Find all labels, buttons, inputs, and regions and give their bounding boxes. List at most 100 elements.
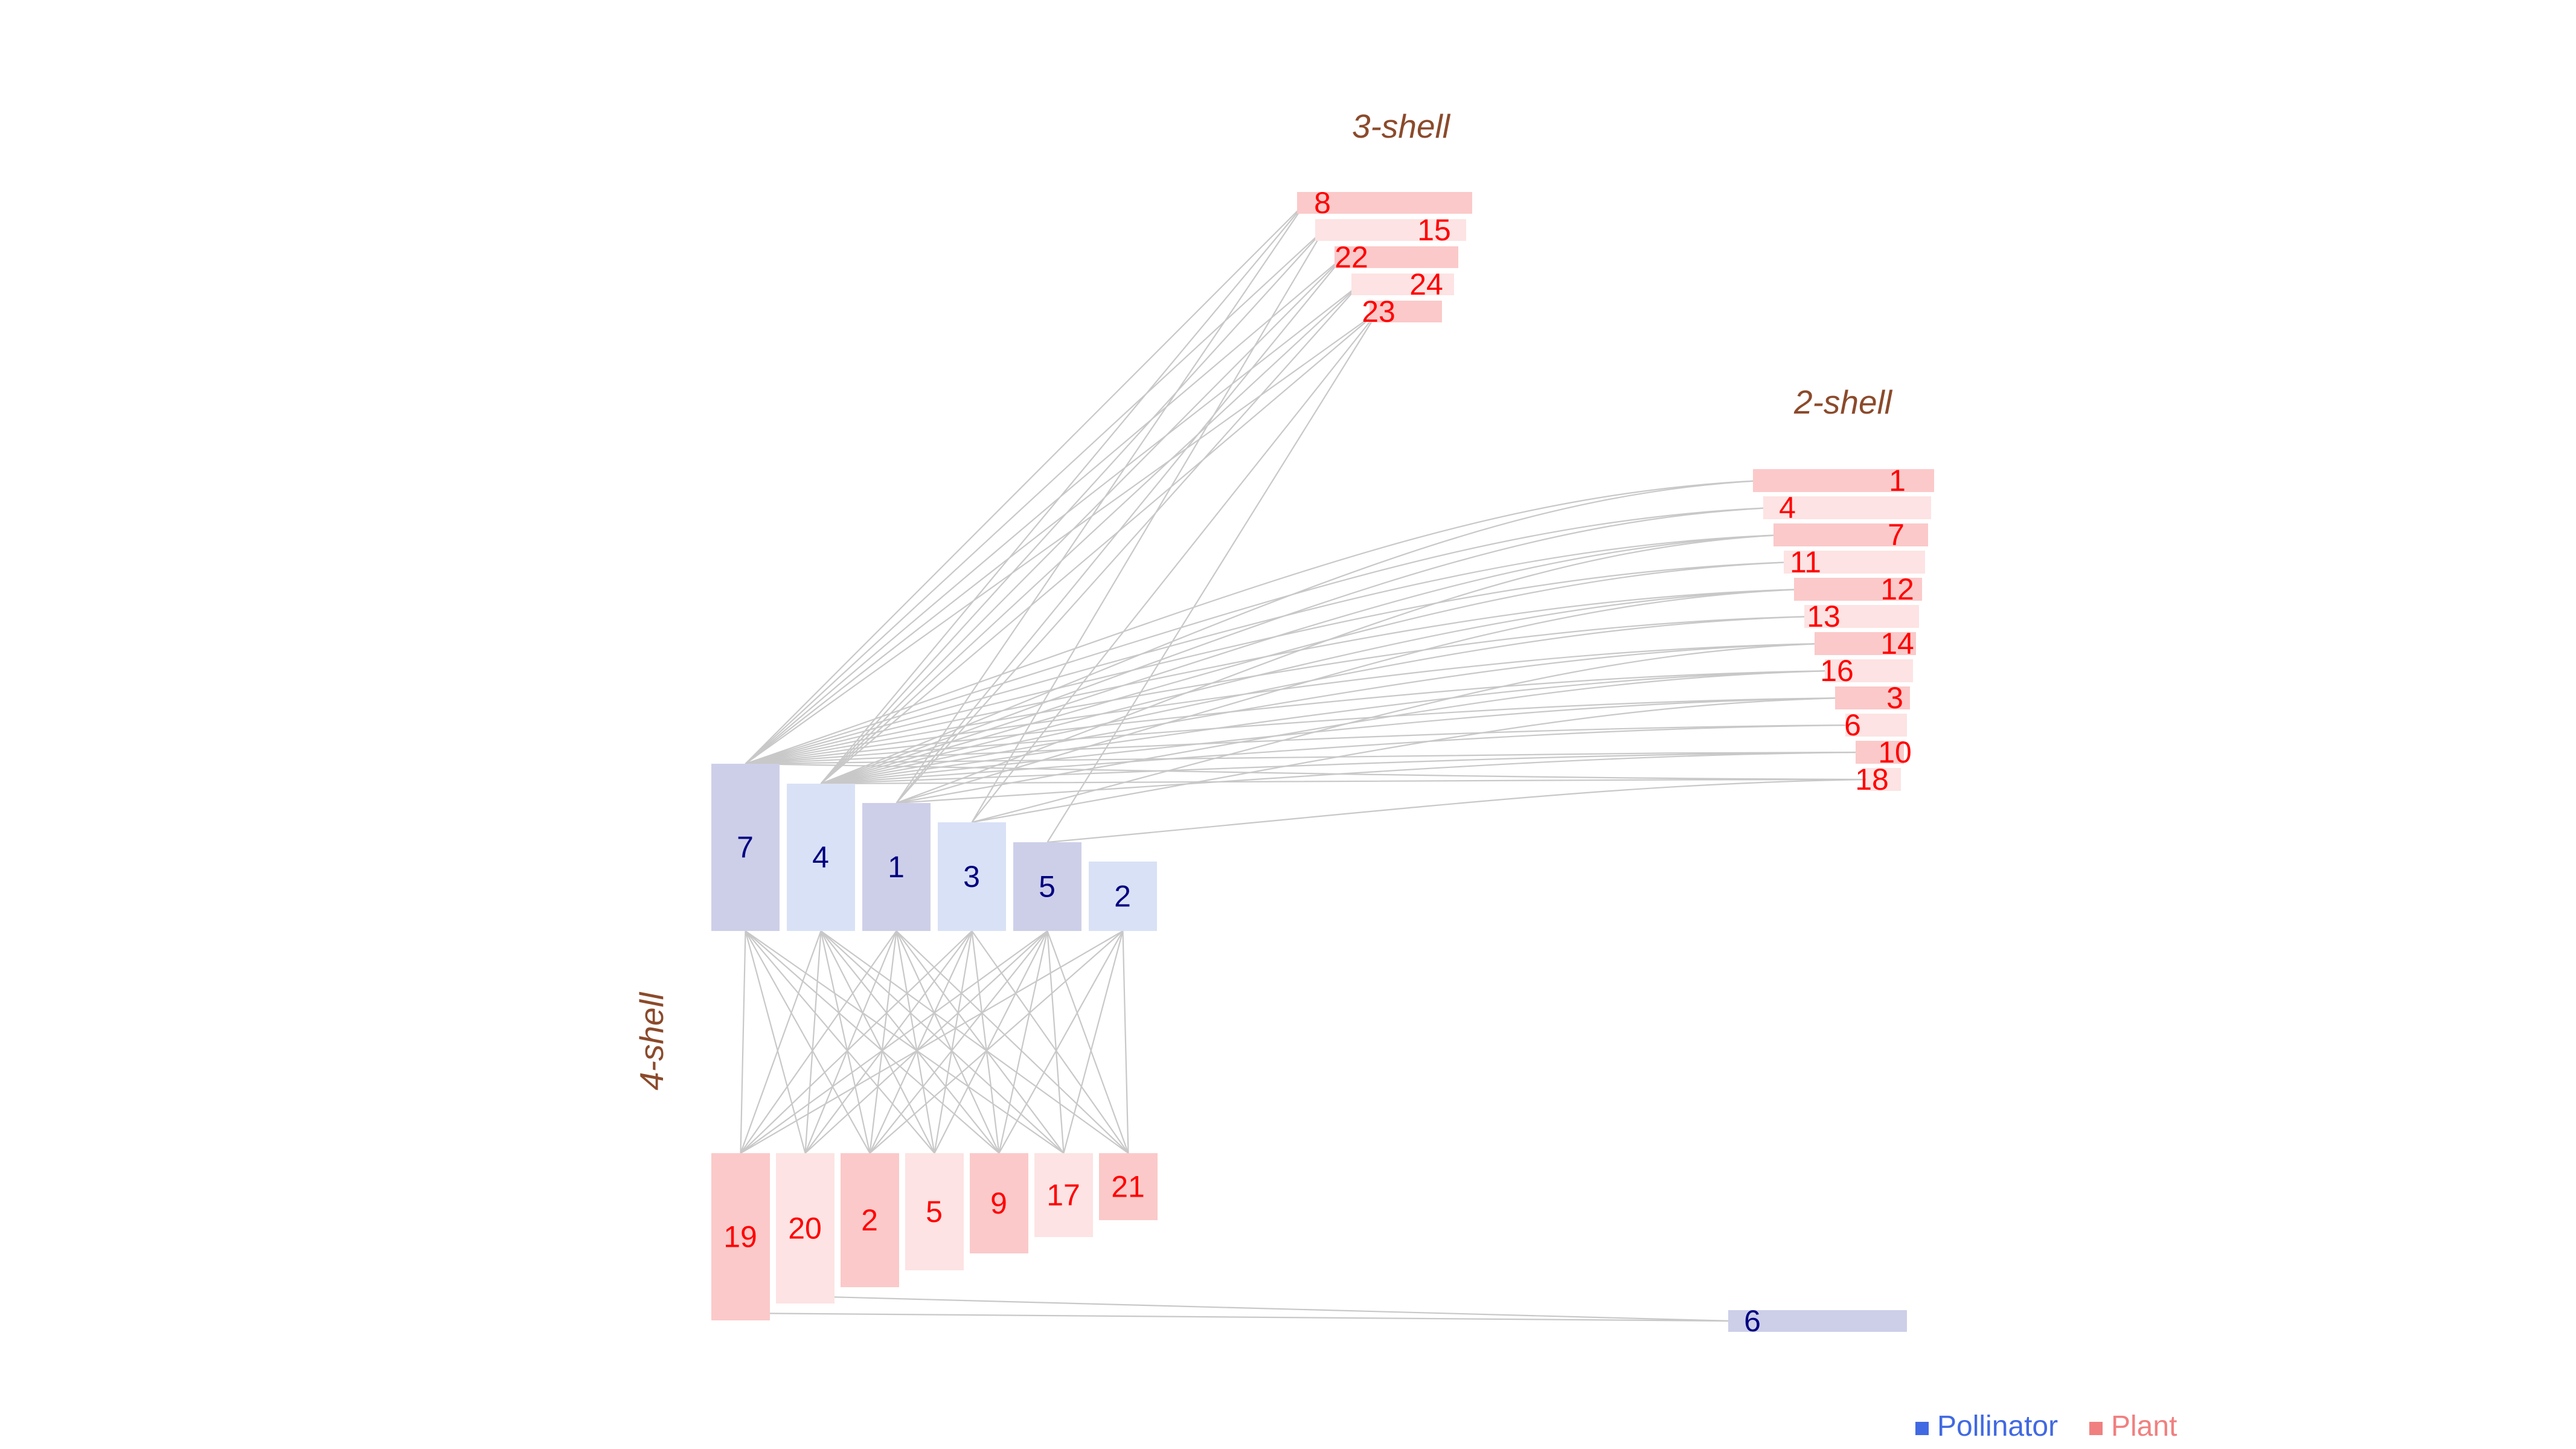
interaction-link xyxy=(1046,311,1379,843)
interaction-link xyxy=(821,588,1803,785)
node-s2_18: 18 xyxy=(1855,763,1901,796)
node-p1-box xyxy=(862,803,931,931)
interaction-link xyxy=(745,670,1834,765)
interaction-link xyxy=(820,229,1324,784)
node-c19: 19 xyxy=(711,1153,770,1320)
interaction-link xyxy=(745,561,1793,765)
node-s2_4-label: 4 xyxy=(1779,491,1796,525)
interaction-link xyxy=(821,670,1834,785)
node-p1: 1 xyxy=(862,803,931,931)
shell-label-4: 4-shell xyxy=(633,991,670,1090)
node-c20-box xyxy=(776,1153,835,1303)
legend-pollinator-swatch xyxy=(1915,1422,1929,1435)
node-s2_13-label: 13 xyxy=(1807,600,1841,633)
interaction-link xyxy=(804,930,897,1154)
interaction-link xyxy=(896,930,935,1154)
interaction-link xyxy=(820,930,1000,1154)
node-s2_18-box xyxy=(1866,768,1901,791)
node-t6-label: 6 xyxy=(1744,1304,1761,1338)
node-p3: 3 xyxy=(938,822,1006,931)
interaction-link xyxy=(1063,930,1124,1154)
interaction-link xyxy=(745,229,1324,764)
interaction-link xyxy=(820,257,1344,784)
node-p7-label: 7 xyxy=(737,831,754,865)
node-s2_4-box xyxy=(1763,496,1931,519)
network-nodes: 7 4 1 3 5 219 20 2 5 9 17 2181522242314711121314163… xyxy=(711,186,1934,1338)
node-s2_12: 12 xyxy=(1794,572,1922,606)
node-p5-label: 5 xyxy=(1039,870,1056,904)
interaction-link xyxy=(745,697,1844,765)
interaction-link xyxy=(745,930,1065,1154)
node-p3-label: 3 xyxy=(963,860,980,894)
interaction-link xyxy=(896,930,1065,1154)
node-s3_8-box xyxy=(1297,192,1472,214)
node-c17-label: 17 xyxy=(1046,1179,1080,1212)
node-c5: 5 xyxy=(905,1153,964,1270)
node-s2_16: 16 xyxy=(1820,654,1913,688)
interaction-link xyxy=(745,930,871,1154)
node-c9: 9 xyxy=(970,1153,1028,1253)
node-s2_13-box xyxy=(1804,605,1919,628)
interaction-link xyxy=(745,257,1344,764)
interaction-link xyxy=(740,930,1124,1154)
legend-pollinator-label: Pollinator xyxy=(1937,1410,2058,1442)
node-c5-label: 5 xyxy=(926,1195,943,1229)
interaction-link xyxy=(869,930,1124,1154)
node-p2: 2 xyxy=(1089,862,1157,931)
interaction-link xyxy=(820,930,1129,1154)
node-s3_22: 22 xyxy=(1334,240,1458,274)
interaction-link xyxy=(896,930,1000,1154)
node-c19-box xyxy=(711,1153,770,1320)
node-c5-box xyxy=(905,1153,964,1270)
node-c21-box xyxy=(1099,1153,1158,1220)
interaction-link xyxy=(745,507,1772,765)
node-p7: 7 xyxy=(711,764,780,931)
node-s2_3-label: 3 xyxy=(1886,681,1903,715)
interaction-link xyxy=(745,588,1803,765)
node-s2_10: 10 xyxy=(1856,735,1912,769)
interaction-link xyxy=(820,930,1065,1154)
interaction-link xyxy=(745,724,1854,765)
node-s2_12-box xyxy=(1794,578,1922,601)
node-c21-label: 21 xyxy=(1111,1170,1145,1204)
interaction-link xyxy=(1046,930,1129,1154)
node-s3_22-box xyxy=(1334,246,1458,268)
interaction-link xyxy=(896,670,1834,804)
node-s3_22-label: 22 xyxy=(1334,240,1368,274)
node-p4: 4 xyxy=(787,784,855,931)
interaction-link xyxy=(821,697,1844,785)
node-s2_7-label: 7 xyxy=(1888,518,1905,552)
interaction-link xyxy=(821,561,1793,785)
interaction-link xyxy=(998,930,1124,1154)
node-p2-label: 2 xyxy=(1114,880,1131,913)
node-s3_23: 23 xyxy=(1362,295,1442,328)
interaction-link xyxy=(745,284,1360,764)
node-s3_24-label: 24 xyxy=(1409,267,1443,301)
node-s2_14-box xyxy=(1815,632,1916,655)
node-c17-box xyxy=(1034,1153,1093,1237)
node-s2_11-box xyxy=(1784,551,1925,574)
interaction-link xyxy=(869,930,1048,1154)
interaction-link xyxy=(745,202,1306,764)
interaction-link xyxy=(745,479,1762,765)
interaction-link xyxy=(998,930,1048,1154)
interaction-link xyxy=(821,534,1783,785)
interaction-link xyxy=(896,588,1803,804)
interaction-link xyxy=(821,778,1875,785)
interaction-link xyxy=(820,930,871,1154)
node-s2_14-label: 14 xyxy=(1880,627,1914,661)
interaction-link xyxy=(745,930,935,1154)
node-p3-box xyxy=(938,822,1006,931)
node-t6: 6 xyxy=(1728,1304,1907,1338)
interaction-link xyxy=(821,642,1824,785)
interaction-link xyxy=(820,202,1306,784)
node-p5-box xyxy=(1013,842,1081,931)
interaction-link xyxy=(896,930,1129,1154)
interaction-link xyxy=(805,1295,1734,1322)
node-c9-label: 9 xyxy=(990,1186,1007,1220)
interaction-link xyxy=(745,930,806,1154)
legend-plant-label: Plant xyxy=(2111,1410,2177,1442)
legend-plant-swatch xyxy=(2089,1422,2103,1435)
interaction-link xyxy=(804,930,973,1154)
interaction-link xyxy=(804,930,1048,1154)
